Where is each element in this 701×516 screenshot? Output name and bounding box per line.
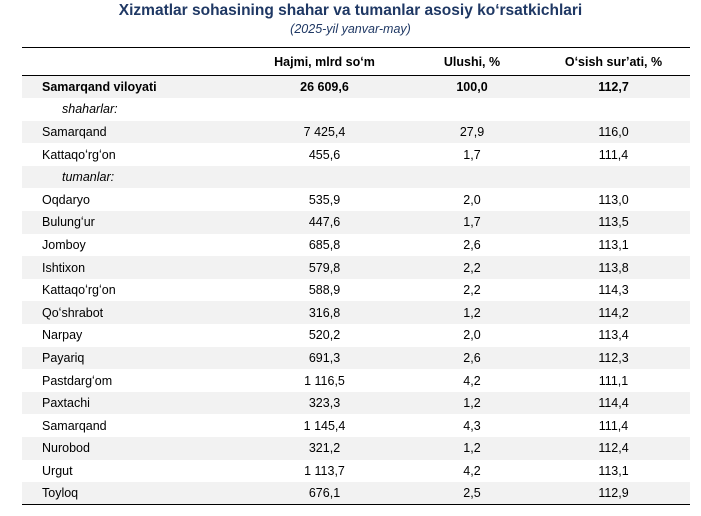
row-growth: 113,5 (598, 215, 629, 230)
districts-group-row: tumanlar: (22, 165, 690, 189)
row-share: 4,2 (463, 463, 481, 478)
row-share: 2,0 (463, 192, 481, 207)
header-row: Hajmi, mlrd soʻm Ulushi, % Oʻsish surʼat… (22, 47, 690, 76)
header-share: Ulushi, % (407, 47, 537, 76)
row-share: 1,7 (463, 147, 481, 162)
row-growth: 112,4 (598, 441, 629, 456)
header-name (22, 47, 242, 76)
row-share: 1,2 (463, 396, 481, 411)
row-name: Ishtixon (42, 260, 86, 275)
row-growth: 114,2 (598, 305, 629, 320)
row-name: Samarqand (42, 124, 107, 139)
row-share: 27,9 (459, 124, 485, 139)
row-name: Kattaqoʻrgʻon (42, 147, 116, 162)
table-row: Nurobod 321,2 1,2 112,4 (22, 437, 690, 460)
table-row: Paxtachi 323,3 1,2 114,4 (22, 391, 690, 415)
row-name: Qoʻshrabot (42, 305, 104, 320)
table-row: Jomboy 685,8 2,6 113,1 (22, 234, 690, 257)
table-row: Narpay 520,2 2,0 113,4 (22, 324, 690, 347)
row-name: Nurobod (42, 441, 90, 456)
row-name: Pastdargʻom (42, 373, 113, 388)
table-row: Qoʻshrabot 316,8 1,2 114,2 (22, 301, 690, 325)
table-title: Xizmatlar sohasining shahar va tumanlar … (118, 2, 583, 19)
row-volume: 535,9 (308, 192, 341, 207)
row-volume: 579,8 (308, 260, 341, 275)
row-share: 4,3 (463, 418, 481, 433)
districts-group-label: tumanlar: (62, 170, 115, 185)
row-name: Oqdaryo (42, 192, 90, 207)
row-volume: 455,6 (308, 147, 341, 162)
total-share: 100,0 (456, 80, 488, 95)
row-name: Urgut (42, 463, 73, 478)
table-row: Oqdaryo 535,9 2,0 113,0 (22, 188, 690, 211)
row-volume: 1 145,4 (303, 418, 346, 433)
services-table: Hajmi, mlrd soʻm Ulushi, % Oʻsish surʼat… (22, 47, 690, 506)
row-volume: 676,1 (242, 482, 407, 506)
row-growth: 112,3 (598, 350, 629, 365)
row-share: 2,0 (463, 328, 481, 343)
header-volume: Hajmi, mlrd soʻm (242, 47, 407, 76)
row-volume: 321,2 (308, 441, 341, 456)
row-share: 1,7 (463, 215, 481, 230)
row-share: 2,2 (463, 260, 481, 275)
row-share: 1,2 (463, 305, 481, 320)
row-name: Toyloq (22, 482, 242, 506)
table-row: Ishtixon 579,8 2,2 113,8 (22, 256, 690, 279)
row-share: 2,6 (463, 350, 481, 365)
row-share: 2,2 (463, 283, 481, 298)
cities-group-label: shaharlar: (62, 102, 118, 117)
row-share: 2,5 (407, 482, 537, 506)
total-name: Samarqand viloyati (42, 80, 157, 95)
row-name: Paxtachi (42, 396, 90, 411)
row-growth: 113,1 (598, 237, 629, 252)
row-growth: 111,1 (598, 373, 629, 388)
row-volume: 323,3 (308, 396, 341, 411)
row-name: Kattaqoʻrgʻon (42, 283, 116, 298)
table-row: Samarqand 7 425,4 27,9 116,0 (22, 120, 690, 144)
row-volume: 316,8 (308, 305, 341, 320)
table-row: Kattaqoʻrgʻon 588,9 2,2 114,3 (22, 279, 690, 302)
table-row: Samarqand 1 145,4 4,3 111,4 (22, 414, 690, 437)
table-row: Toyloq 676,1 2,5 112,9 (22, 482, 690, 506)
row-volume: 588,9 (308, 283, 341, 298)
row-growth: 116,0 (598, 124, 629, 139)
row-name: Payariq (42, 350, 85, 365)
row-volume: 1 113,7 (304, 463, 345, 478)
row-share: 4,2 (463, 373, 481, 388)
total-growth: 112,7 (598, 80, 629, 95)
table-row: Payariq 691,3 2,6 112,3 (22, 346, 690, 370)
table-row: Kattaqoʻrgʻon 455,6 1,7 111,4 (22, 143, 690, 166)
table-row: Pastdargʻom 1 116,5 4,2 111,1 (22, 369, 690, 392)
row-growth: 114,4 (598, 396, 629, 411)
cities-group-row: shaharlar: (22, 98, 690, 121)
row-volume: 520,2 (308, 328, 341, 343)
row-growth: 113,0 (598, 192, 629, 207)
header-growth: Oʻsish surʼati, % (537, 47, 690, 76)
row-growth: 113,4 (598, 328, 629, 343)
row-growth: 113,8 (598, 260, 629, 275)
row-volume: 7 425,4 (303, 124, 346, 139)
row-name: Bulungʻur (42, 215, 95, 230)
row-share: 2,6 (463, 237, 481, 252)
row-name: Samarqand (42, 418, 107, 433)
table-row: Urgut 1 113,7 4,2 113,1 (22, 460, 690, 483)
table-subtitle: (2025-yil yanvar-may) (290, 22, 411, 36)
row-volume: 685,8 (308, 237, 341, 252)
total-volume: 26 609,6 (300, 80, 349, 95)
row-growth: 114,3 (598, 283, 629, 298)
row-name: Jomboy (42, 237, 86, 252)
row-growth: 113,1 (598, 463, 629, 478)
row-name: Narpay (42, 328, 83, 343)
row-share: 1,2 (463, 441, 481, 456)
row-volume: 1 116,5 (304, 373, 345, 388)
row-volume: 447,6 (308, 215, 341, 230)
row-growth: 111,4 (598, 418, 629, 433)
row-growth: 112,9 (537, 482, 690, 506)
row-growth: 111,4 (598, 147, 629, 162)
row-volume: 691,3 (308, 350, 341, 365)
total-row: Samarqand viloyati 26 609,6 100,0 112,7 (22, 75, 690, 99)
table-row: Bulungʻur 447,6 1,7 113,5 (22, 211, 690, 234)
